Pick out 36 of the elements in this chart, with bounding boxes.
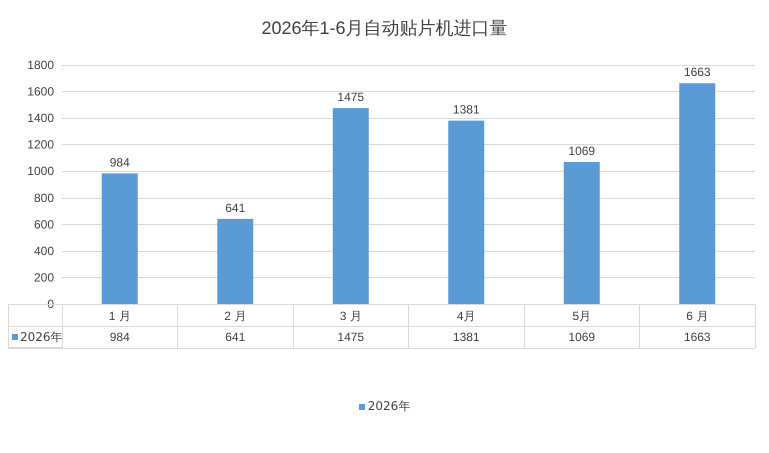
text: 1663 [684,330,711,344]
y-tick-label: 1400 [27,111,54,126]
data-label: 1381 [452,102,480,117]
y-tick-label: 1200 [27,138,54,152]
chart-title: 2026年1-6月自动贴片机进口量 [261,18,508,38]
bar [217,218,254,304]
bar [679,83,716,304]
bar [102,173,138,304]
data-label: 1475 [337,90,364,104]
y-tick-label: 1800 [27,58,54,72]
x-tick-label: 5月 [572,309,592,323]
text: 1381 [452,330,480,344]
y-tick-label: 200 [34,270,54,284]
data-label: 984 [110,155,130,170]
y-tick-label: 1600 [27,84,54,99]
x-tick-label: 6 月 [686,309,708,323]
data-label: 1663 [684,65,711,80]
legend-label: 2026年 [20,328,63,346]
x-tick-label: 4月 [456,309,476,323]
bar [564,162,600,304]
text: 984 [110,330,130,344]
data-label: 1069 [568,144,596,158]
text: 1475 [337,330,364,344]
y-tick-label: 400 [34,244,54,258]
text: 2026年 [368,399,410,413]
x-tick-label: 1 月 [108,309,131,323]
text: 641 [225,330,246,344]
y-tick-label: 800 [34,190,54,205]
data-label: 641 [225,200,246,215]
y-tick-label: 1000 [27,164,54,178]
x-tick-label: 2 月 [224,309,246,323]
bar [448,120,484,304]
text: 1069 [568,330,596,344]
y-tick-label: 600 [34,217,54,232]
x-tick-label: 3 月 [340,309,362,323]
bar [332,108,369,304]
